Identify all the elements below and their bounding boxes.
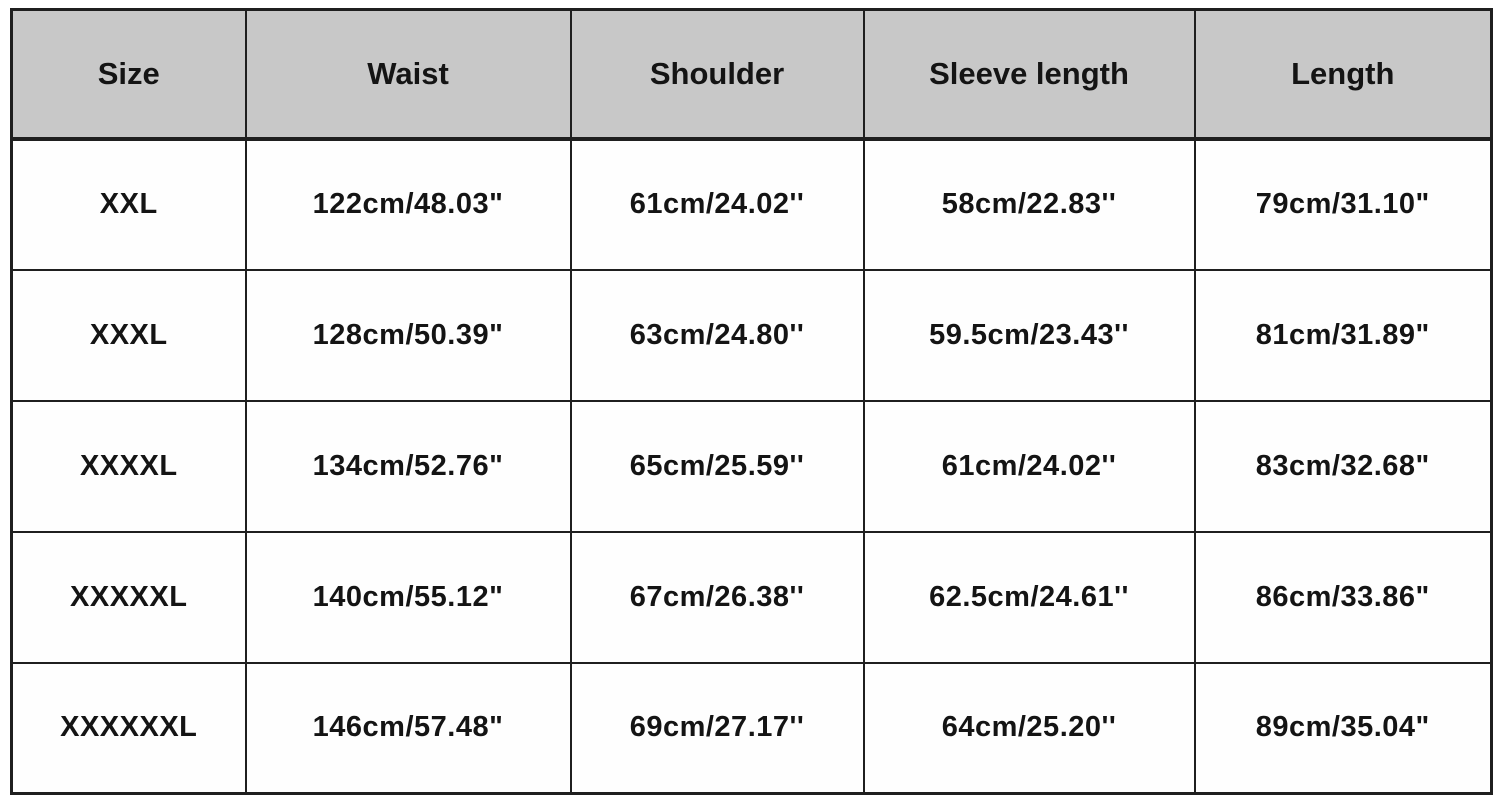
table-row: XXL 122cm/48.03" 61cm/24.02'' 58cm/22.83… xyxy=(10,137,1493,271)
header-row: Size Waist Shoulder Sleeve length Length xyxy=(10,8,1493,141)
header-shoulder: Shoulder xyxy=(569,8,865,141)
shoulder-cell: 61cm/24.02'' xyxy=(569,137,865,271)
sleeve-length-cell: 58cm/22.83'' xyxy=(862,137,1196,271)
waist-cell: 128cm/50.39" xyxy=(244,268,572,402)
size-cell: XXXXXL xyxy=(10,530,247,664)
size-cell: XXXL xyxy=(10,268,247,402)
table-row: XXXXXXL 146cm/57.48" 69cm/27.17'' 64cm/2… xyxy=(10,661,1493,795)
size-cell: XXXXXXL xyxy=(10,661,247,795)
length-cell: 79cm/31.10" xyxy=(1193,137,1493,271)
size-cell: XXXXL xyxy=(10,399,247,533)
size-chart-table: Size Waist Shoulder Sleeve length Length… xyxy=(10,8,1493,795)
header-size: Size xyxy=(10,8,247,141)
sleeve-length-cell: 59.5cm/23.43'' xyxy=(862,268,1196,402)
size-cell: XXL xyxy=(10,137,247,271)
header-length: Length xyxy=(1193,8,1493,141)
length-cell: 89cm/35.04" xyxy=(1193,661,1493,795)
shoulder-cell: 65cm/25.59'' xyxy=(569,399,865,533)
waist-cell: 140cm/55.12" xyxy=(244,530,572,664)
header-waist: Waist xyxy=(244,8,572,141)
waist-cell: 122cm/48.03" xyxy=(244,137,572,271)
header-sleeve-length: Sleeve length xyxy=(862,8,1196,141)
waist-cell: 146cm/57.48" xyxy=(244,661,572,795)
table-row: XXXL 128cm/50.39" 63cm/24.80'' 59.5cm/23… xyxy=(10,268,1493,402)
length-cell: 81cm/31.89" xyxy=(1193,268,1493,402)
waist-cell: 134cm/52.76" xyxy=(244,399,572,533)
sleeve-length-cell: 62.5cm/24.61'' xyxy=(862,530,1196,664)
shoulder-cell: 67cm/26.38'' xyxy=(569,530,865,664)
table-row: XXXXXL 140cm/55.12" 67cm/26.38'' 62.5cm/… xyxy=(10,530,1493,664)
shoulder-cell: 69cm/27.17'' xyxy=(569,661,865,795)
length-cell: 83cm/32.68" xyxy=(1193,399,1493,533)
length-cell: 86cm/33.86" xyxy=(1193,530,1493,664)
shoulder-cell: 63cm/24.80'' xyxy=(569,268,865,402)
sleeve-length-cell: 64cm/25.20'' xyxy=(862,661,1196,795)
table-row: XXXXL 134cm/52.76" 65cm/25.59'' 61cm/24.… xyxy=(10,399,1493,533)
sleeve-length-cell: 61cm/24.02'' xyxy=(862,399,1196,533)
